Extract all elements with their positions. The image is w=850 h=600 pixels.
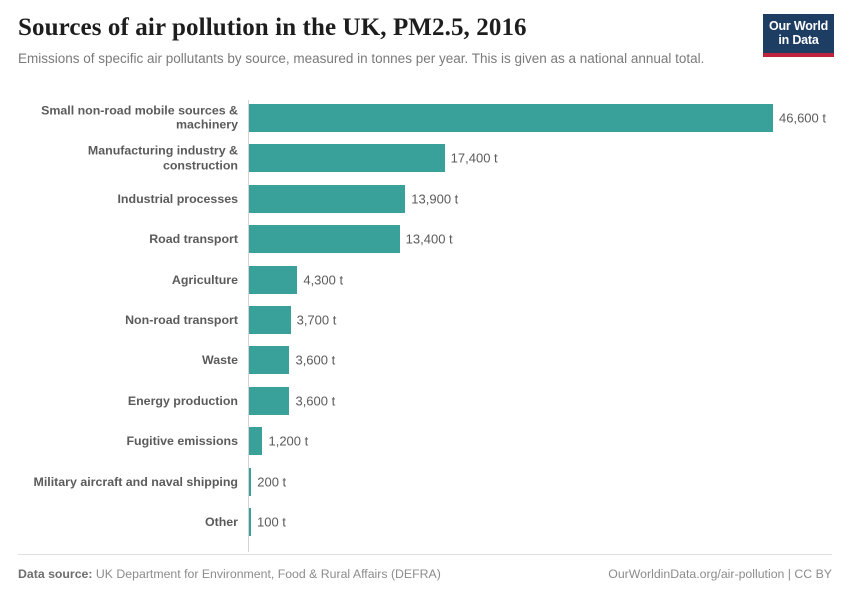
bar-value-label: 3,600 t [295, 352, 336, 368]
bar-row[interactable]: Energy production 3,600 t [0, 386, 850, 415]
bar-category-label: Other [204, 514, 238, 529]
data-source-value: UK Department for Environment, Food & Ru… [92, 567, 441, 581]
bar-value-label: 100 t [257, 514, 286, 530]
bar-category-label: Military aircraft and naval shipping [33, 474, 239, 489]
owid-url-link[interactable]: OurWorldinData.org/air-pollution | CC BY [608, 567, 832, 581]
bar-value-label: 46,600 t [779, 110, 826, 126]
bar-rect[interactable] [249, 306, 291, 334]
bar-category-label: Non-road transport [125, 312, 238, 327]
our-world-in-data-logo[interactable]: Our World in Data [763, 14, 834, 57]
bar-value-label: 4,300 t [303, 272, 344, 288]
bar-rect[interactable] [249, 508, 251, 536]
bar-rect[interactable] [249, 225, 400, 254]
bar-row[interactable]: Military aircraft and naval shipping 200 … [0, 467, 850, 496]
bar-rect[interactable] [249, 427, 263, 456]
bar-category-label: Small non-road mobile sources & machiner… [41, 103, 238, 132]
bar-rect[interactable] [249, 184, 406, 213]
bar-category-label: Manufacturing industry & construction [87, 144, 238, 173]
bar-rect[interactable] [249, 346, 290, 375]
bar-value-label: 3,700 t [296, 312, 337, 328]
bar-value-label: 1,200 t [268, 433, 309, 449]
y-axis-baseline [248, 100, 249, 552]
bar-row[interactable]: Road transport 13,400 t [0, 225, 850, 254]
data-source-label: Data source: [18, 567, 93, 581]
data-source-text: Data source: UK Department for Environme… [18, 567, 441, 581]
bar-chart-plot-area: Small non-road mobile sources & machiner… [0, 96, 850, 554]
page-title: Sources of air pollution in the UK, PM2.… [18, 14, 527, 41]
bar-rect[interactable] [249, 104, 773, 132]
bar-value-label: 13,900 t [411, 191, 459, 207]
bar-row[interactable]: Non-road transport 3,700 t [0, 306, 850, 334]
bar-row[interactable]: Other 100 t [0, 508, 850, 536]
footer-divider [18, 554, 832, 555]
chart-subtitle: Emissions of specific air pollutants by … [18, 51, 705, 66]
chart-header: Sources of air pollution in the UK, PM2.… [0, 0, 850, 96]
bar-value-label: 200 t [257, 474, 287, 490]
bar-row[interactable]: Agriculture 4,300 t [0, 265, 850, 294]
bar-row[interactable]: Fugitive emissions 1,200 t [0, 427, 850, 456]
bar-value-label: 13,400 t [405, 231, 453, 247]
bar-value-label: 3,600 t [295, 393, 336, 409]
chart-footer: Data source: UK Department for Environme… [0, 554, 850, 600]
bar-value-label: 17,400 t [450, 150, 498, 166]
bar-rect[interactable] [249, 265, 298, 294]
bar-row[interactable]: Manufacturing industry & construction 17,… [0, 144, 850, 173]
bar-row[interactable]: Small non-road mobile sources & machiner… [0, 104, 850, 132]
bar-category-label: Fugitive emissions [126, 433, 238, 448]
bar-rect[interactable] [249, 467, 252, 496]
bar-rect[interactable] [249, 386, 290, 415]
bar-row[interactable]: Industrial processes 13,900 t [0, 184, 850, 213]
bar-rect[interactable] [249, 144, 445, 173]
logo-line-two: in Data [778, 33, 819, 48]
bar-category-label: Industrial processes [117, 191, 238, 206]
bar-row[interactable]: Waste 3,600 t [0, 346, 850, 375]
bar-category-label: Waste [201, 353, 238, 368]
bar-category-label: Agriculture [171, 272, 238, 287]
bar-category-label: Road transport [149, 231, 238, 246]
logo-line-one: Our World [768, 19, 829, 33]
bar-category-label: Energy production [127, 393, 238, 408]
